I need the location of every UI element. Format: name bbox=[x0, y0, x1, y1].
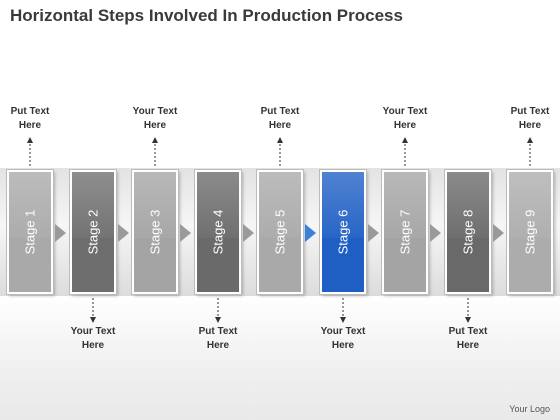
flow-arrow-icon bbox=[493, 224, 504, 242]
stage-2-note: Your Text Here bbox=[58, 325, 128, 353]
note-line-1: Put Text bbox=[260, 106, 300, 117]
note-line-1: Put Text bbox=[10, 106, 50, 117]
note-line-2: Here bbox=[206, 340, 230, 351]
stage-9-box: Stage 9 bbox=[507, 170, 553, 294]
connector-arrowhead-icon bbox=[465, 317, 471, 323]
logo-placeholder: Your Logo bbox=[509, 404, 550, 414]
stage-label: Stage 6 bbox=[335, 209, 351, 255]
stage-6-note: Your Text Here bbox=[308, 325, 378, 353]
page-title: Horizontal Steps Involved In Production … bbox=[10, 6, 403, 25]
stage-3-box: Stage 3 bbox=[132, 170, 178, 294]
stage-gloss bbox=[509, 172, 551, 238]
note-line-1: Put Text bbox=[198, 326, 238, 337]
stage-gloss bbox=[134, 172, 176, 238]
note-line-1: Put Text bbox=[510, 106, 550, 117]
note-line-2: Here bbox=[456, 340, 480, 351]
connector-arrowhead-icon bbox=[527, 137, 533, 143]
stage-label: Stage 1 bbox=[22, 209, 38, 255]
connector-arrowhead-icon bbox=[90, 317, 96, 323]
connector-arrowhead-icon bbox=[215, 317, 221, 323]
note-line-1: Put Text bbox=[448, 326, 488, 337]
stage-gloss bbox=[447, 172, 489, 238]
stage-gloss bbox=[197, 172, 239, 238]
note-line-1: Your Text bbox=[70, 326, 116, 337]
stage-8-note: Put Text Here bbox=[433, 325, 503, 353]
flow-arrow-icon bbox=[305, 224, 316, 242]
stage-label: Stage 5 bbox=[272, 209, 288, 255]
stage-1-note: Put Text Here bbox=[0, 105, 65, 133]
flow-arrow-icon bbox=[430, 224, 441, 242]
connector-arrowhead-icon bbox=[152, 137, 158, 143]
stage-label: Stage 8 bbox=[460, 209, 476, 255]
connector-arrowhead-icon bbox=[402, 137, 408, 143]
note-line-2: Here bbox=[518, 120, 542, 131]
flow-arrow-icon bbox=[118, 224, 129, 242]
stage-6-box: Stage 6 bbox=[320, 170, 366, 294]
flow-arrow-icon bbox=[243, 224, 254, 242]
stage-label: Stage 3 bbox=[147, 209, 163, 255]
stage-gloss bbox=[384, 172, 426, 238]
note-line-2: Here bbox=[268, 120, 292, 131]
stage-gloss bbox=[9, 172, 51, 238]
stage-7-note: Your Text Here bbox=[370, 105, 440, 133]
stage-gloss bbox=[72, 172, 114, 238]
note-line-1: Your Text bbox=[382, 106, 428, 117]
stage-label: Stage 7 bbox=[397, 209, 413, 255]
stage-8-box: Stage 8 bbox=[445, 170, 491, 294]
note-line-1: Your Text bbox=[320, 326, 366, 337]
stage-5-box: Stage 5 bbox=[257, 170, 303, 294]
connector-arrowhead-icon bbox=[340, 317, 346, 323]
stage-7-box: Stage 7 bbox=[382, 170, 428, 294]
stage-label: Stage 4 bbox=[210, 209, 226, 255]
stage-4-box: Stage 4 bbox=[195, 170, 241, 294]
stage-1-box: Stage 1 bbox=[7, 170, 53, 294]
stage-3-note: Your Text Here bbox=[120, 105, 190, 133]
connector-arrowhead-icon bbox=[277, 137, 283, 143]
connector-arrowhead-icon bbox=[27, 137, 33, 143]
stage-label: Stage 9 bbox=[522, 209, 538, 255]
flow-arrow-icon bbox=[180, 224, 191, 242]
note-line-2: Here bbox=[393, 120, 417, 131]
note-line-2: Here bbox=[81, 340, 105, 351]
stage-4-note: Put Text Here bbox=[183, 325, 253, 353]
stage-9-note: Put Text Here bbox=[495, 105, 560, 133]
note-line-2: Here bbox=[331, 340, 355, 351]
stage-label: Stage 2 bbox=[85, 209, 101, 255]
note-line-2: Here bbox=[143, 120, 167, 131]
flow-arrow-icon bbox=[55, 224, 66, 242]
stage-gloss bbox=[259, 172, 301, 238]
stage-gloss bbox=[322, 172, 364, 238]
stage-2-box: Stage 2 bbox=[70, 170, 116, 294]
note-line-1: Your Text bbox=[132, 106, 178, 117]
flow-arrow-icon bbox=[368, 224, 379, 242]
stage-5-note: Put Text Here bbox=[245, 105, 315, 133]
note-line-2: Here bbox=[18, 120, 42, 131]
